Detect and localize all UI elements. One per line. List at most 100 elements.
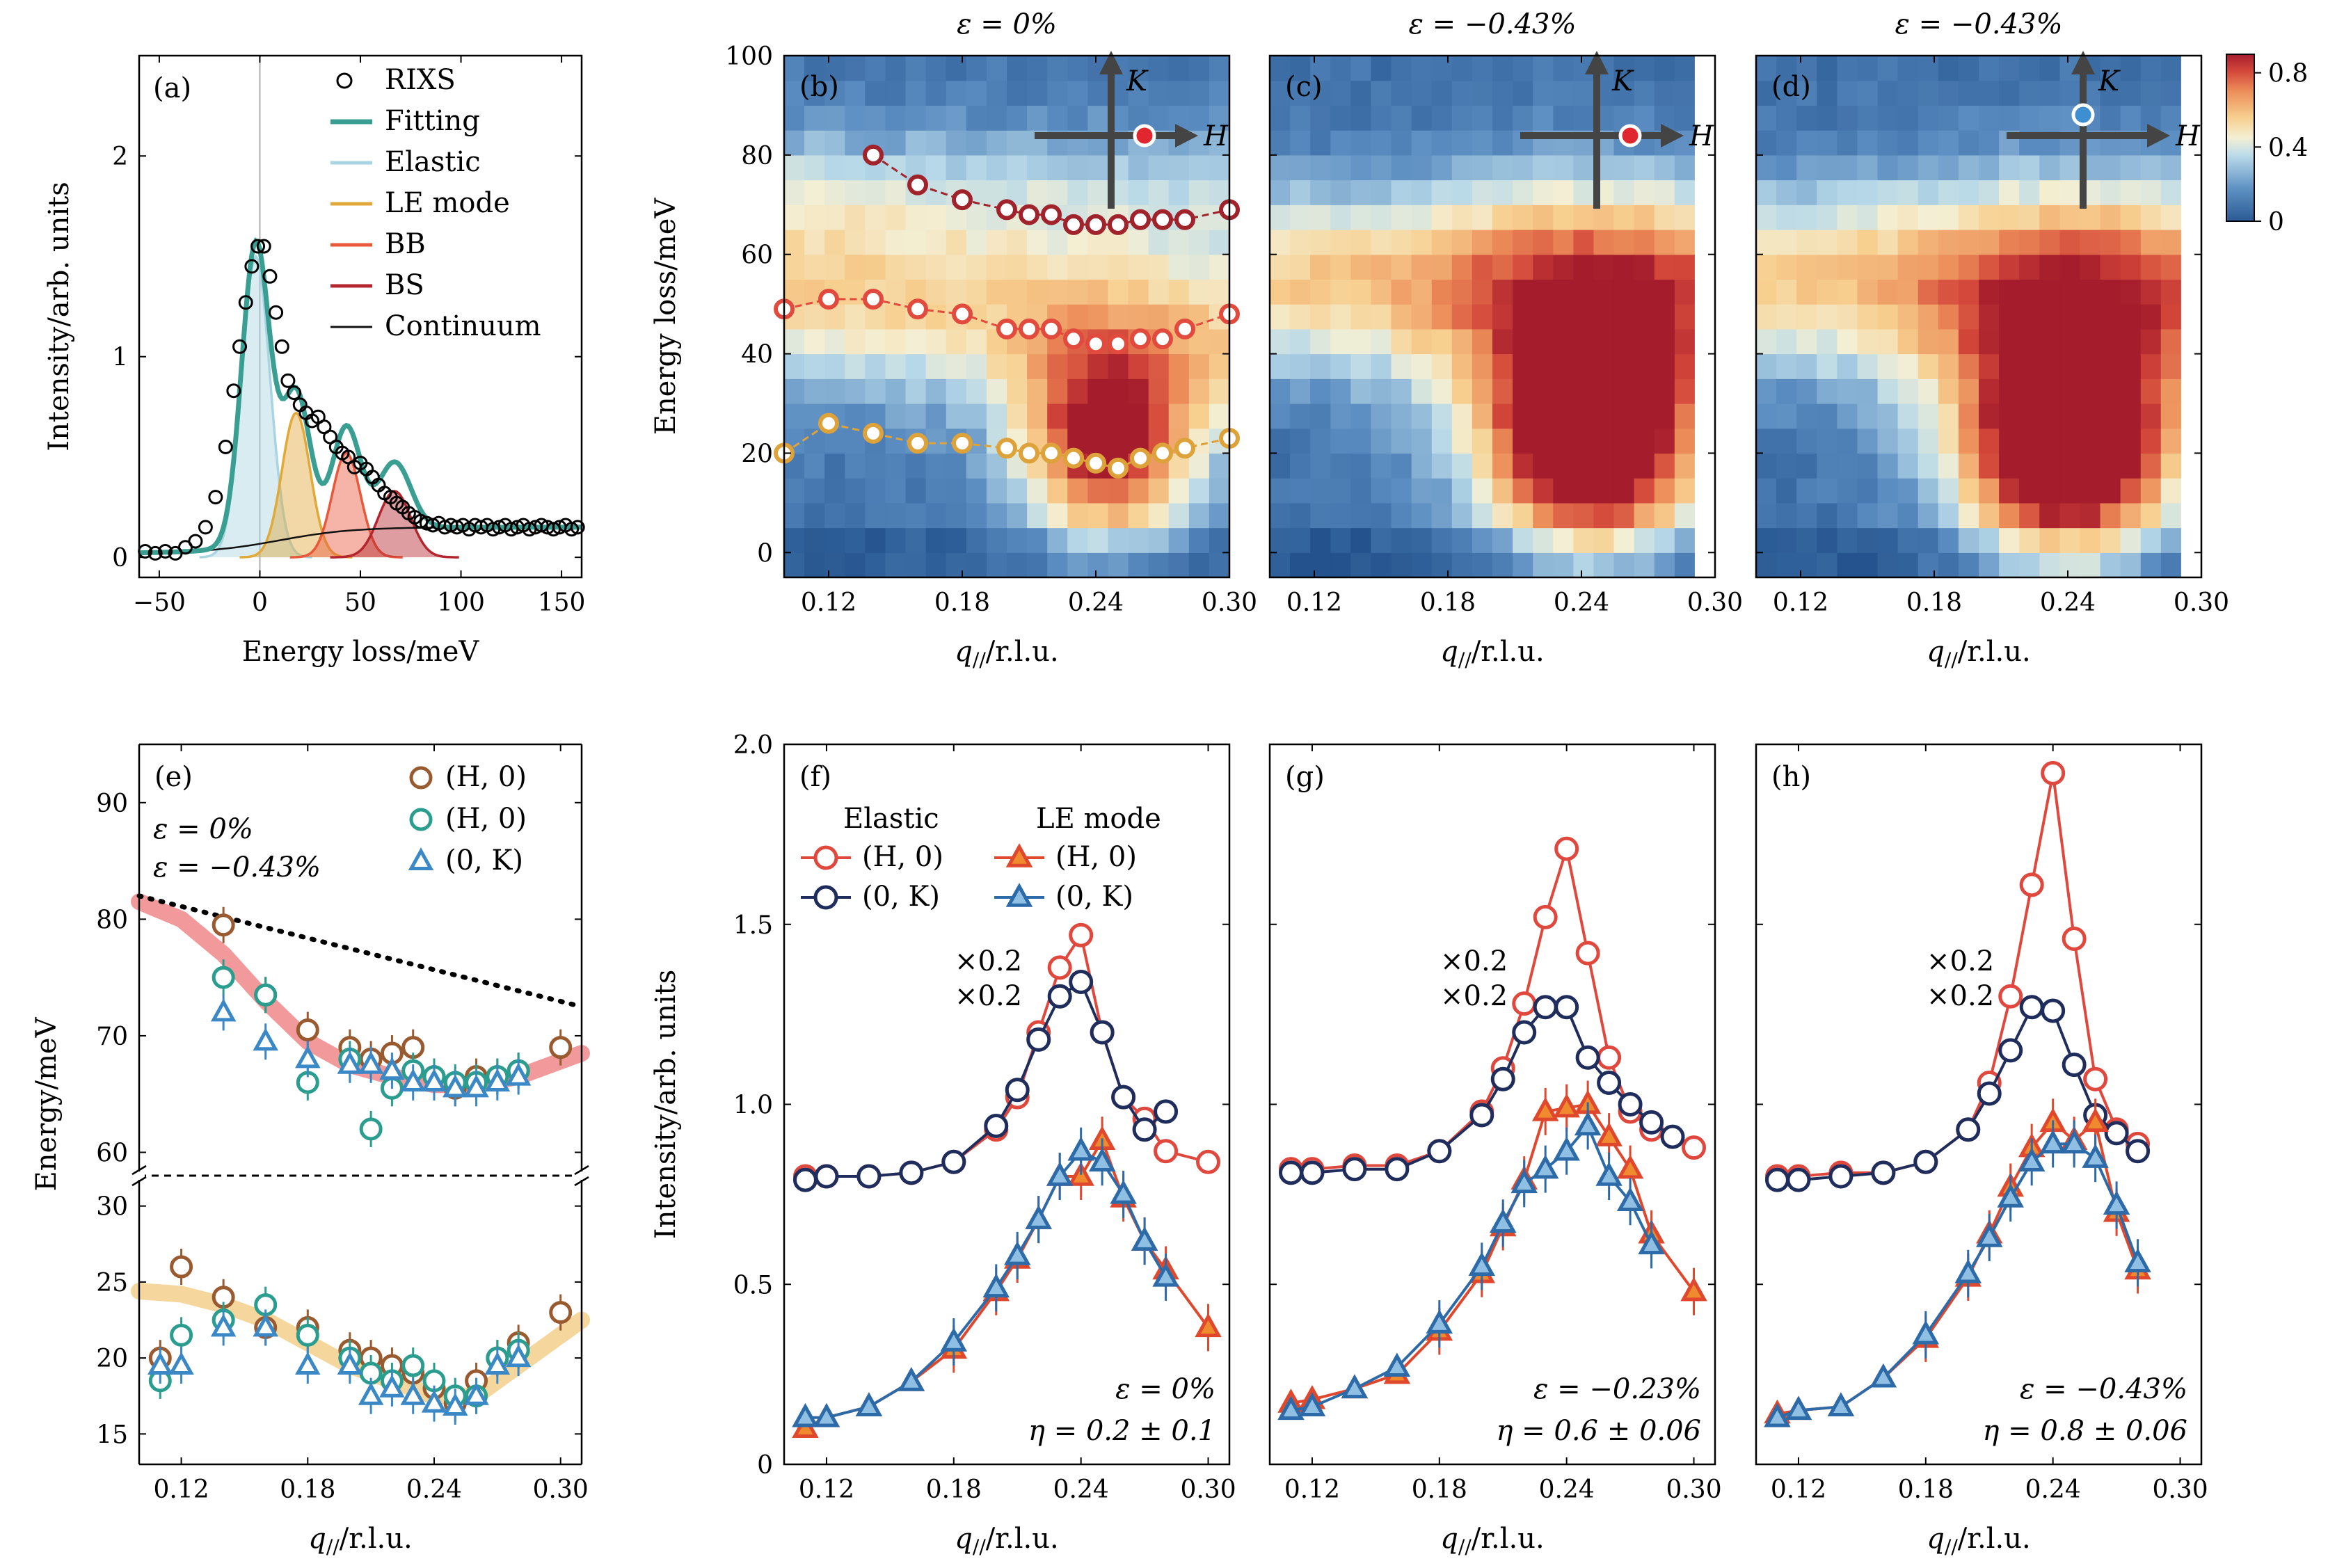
heatmap-cell — [1350, 453, 1372, 479]
heatmap-cell — [1837, 279, 1858, 305]
heatmap-cell — [1857, 453, 1879, 479]
y-axis-title: Intensity/arb. units — [43, 182, 75, 451]
heatmap-cell — [1918, 453, 1939, 479]
heatmap-cell — [1857, 205, 1879, 230]
y-tick-label: 1 — [112, 344, 128, 372]
data-point — [1341, 1374, 1369, 1399]
heatmap-cell — [1168, 403, 1190, 429]
heatmap-cell — [1411, 80, 1433, 106]
heatmap-cell — [905, 502, 927, 529]
heatmap-cell — [1411, 453, 1433, 479]
direction-dot — [2071, 103, 2095, 127]
dispersion-point-bb — [1019, 318, 1039, 339]
heatmap-cell — [1411, 378, 1433, 404]
heatmap-cell — [845, 105, 866, 131]
heatmap-cell — [2039, 353, 2060, 379]
heatmap-cell — [966, 279, 987, 305]
heatmap-cell — [966, 230, 987, 255]
h-arrow-head — [1661, 124, 1684, 147]
heatmap-cell — [2140, 279, 2162, 305]
heatmap-cell — [1411, 527, 1433, 553]
data-point — [2060, 1129, 2088, 1154]
heatmap-cell — [1694, 552, 1716, 578]
heatmap-cell — [1877, 378, 1899, 404]
heatmap-cell — [2120, 353, 2142, 379]
heatmap-cell — [1593, 230, 1615, 255]
heatmap-cell — [2100, 56, 2121, 81]
heatmap-cell — [1553, 154, 1574, 181]
y-tick-label: 0 — [757, 539, 773, 568]
heatmap-cell — [1330, 254, 1351, 280]
heatmap-cell — [946, 279, 967, 305]
heatmap-cell — [1654, 56, 1675, 81]
legend-label: RIXS — [385, 64, 456, 96]
heatmap-cell — [1837, 527, 1858, 553]
heatmap-cell — [1756, 80, 1777, 106]
heatmap-cell — [1371, 56, 1392, 81]
heatmap-cell — [1553, 353, 1574, 379]
heatmap-cell — [1654, 205, 1675, 230]
heatmap-cell — [905, 254, 927, 280]
heatmap-cell — [946, 154, 967, 181]
heatmap-cell — [1513, 80, 1533, 106]
data-point — [1913, 1149, 1938, 1174]
heatmap-cell — [2100, 105, 2121, 131]
heatmap-cell — [2160, 205, 2182, 230]
heatmap-cell — [1897, 130, 1919, 156]
heatmap-cell — [1613, 552, 1635, 578]
heatmap-cell — [1330, 353, 1351, 379]
heatmap-cell — [1756, 502, 1777, 529]
heatmap-cell — [1007, 378, 1028, 404]
heatmap-cell — [2140, 403, 2162, 429]
x-tick-label: 0.30 — [1180, 1475, 1236, 1504]
heatmap-cell — [1573, 378, 1595, 404]
heatmap-cell — [804, 105, 825, 131]
heatmap-cell — [1756, 279, 1777, 305]
heatmap-cell — [2039, 205, 2060, 230]
heatmap-cell — [1533, 552, 1554, 578]
heatmap-cell — [1897, 279, 1919, 305]
heatmap-cell — [1371, 552, 1392, 578]
heatmap-cell — [905, 230, 927, 255]
heatmap-cell — [1391, 56, 1412, 81]
heatmap-cell — [1796, 403, 1817, 429]
heatmap-cell — [1857, 279, 1879, 305]
heatmap-cell — [2100, 378, 2121, 404]
heatmap-cell — [1756, 230, 1777, 255]
heatmap-cell — [1979, 304, 2000, 330]
heatmap-cell — [2059, 205, 2081, 230]
heatmap-cell — [1979, 478, 2000, 504]
heatmap-cell — [1290, 56, 1311, 81]
heatmap-cell — [824, 105, 845, 131]
heatmap-cell — [1593, 453, 1615, 479]
data-point — [168, 1352, 194, 1375]
data-point — [443, 1074, 468, 1098]
panel-label: (a) — [153, 72, 191, 104]
y-tick-label: 60 — [741, 241, 773, 270]
heatmap-cell — [1108, 353, 1129, 379]
dispersion-point-bs — [1174, 209, 1195, 230]
heatmap-cell — [1067, 279, 1088, 305]
data-point — [1110, 1179, 1137, 1204]
heatmap-cell — [1128, 378, 1149, 404]
rixs-point — [188, 534, 203, 549]
h-arrow-head — [1175, 124, 1198, 147]
heatmap-cell — [1796, 353, 1817, 379]
heatmap-cell — [1918, 502, 1939, 529]
legend-marker-rixs — [336, 72, 353, 89]
heatmap-cell — [1209, 154, 1230, 181]
heatmap-cell — [784, 527, 805, 553]
heatmap-cell — [1776, 154, 1797, 181]
heatmap-cell — [1007, 403, 1028, 429]
heatmap-cell — [1188, 527, 1210, 553]
heatmap-cell — [1776, 502, 1797, 529]
data-point — [1152, 1263, 1179, 1287]
heatmap-cell — [1290, 205, 1311, 230]
data-point — [1278, 1160, 1303, 1185]
heatmap-cell — [1613, 205, 1635, 230]
heatmap-cell — [1776, 130, 1797, 156]
heatmap-cell — [1533, 428, 1554, 454]
heatmap-cell — [1451, 403, 1473, 429]
heatmap-cell — [1857, 527, 1879, 553]
axes-frame — [1268, 743, 1716, 1466]
